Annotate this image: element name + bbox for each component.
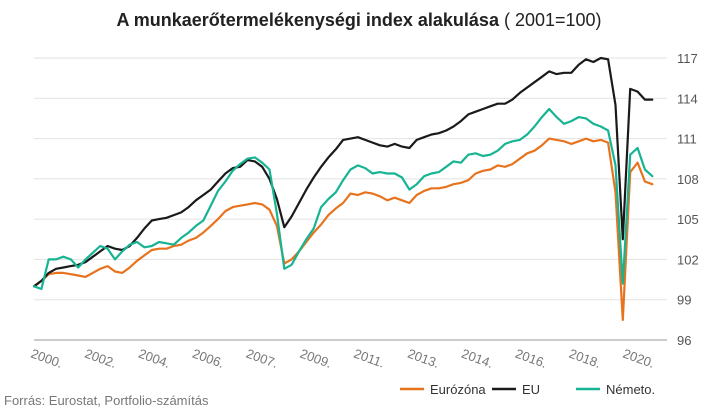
y-tick-label: 102 <box>677 252 699 267</box>
y-tick-label: 114 <box>677 91 698 106</box>
x-tick-label: 2004. <box>137 346 173 371</box>
y-tick-label: 117 <box>677 51 698 66</box>
y-axis: 96 99 102 105 108 111 114 117 <box>677 51 699 348</box>
grid-layer <box>34 57 667 341</box>
legend-label-eu: EU <box>522 382 540 397</box>
series-layer <box>32 56 654 321</box>
chart-title: A munkaerőtermelékenységi index alakulás… <box>0 10 718 31</box>
x-tick-label: 2011. <box>352 346 387 371</box>
legend: Eurózóna EU Németo. <box>400 382 655 397</box>
x-tick-label: 2009. <box>298 346 334 371</box>
series-line-n-meto <box>32 107 654 291</box>
y-tick-label: 111 <box>677 132 697 147</box>
x-tick-label: 2007. <box>244 346 280 371</box>
x-tick-label: 2014. <box>460 346 496 371</box>
legend-label-n-meto: Németo. <box>606 382 655 397</box>
y-tick-label: 96 <box>677 333 691 348</box>
chart-title-rest: ( 2001=100) <box>498 10 602 30</box>
series-line-eu <box>32 56 654 288</box>
source-note: Forrás: Eurostat, Portfolio-számítás <box>4 393 209 408</box>
x-axis: 2000. 2002. 2004. 2006. 2007. 2009. 2011. 2013.… <box>29 346 657 371</box>
y-tick-label: 108 <box>677 172 699 187</box>
x-tick-label: 2000. <box>29 346 65 371</box>
x-tick-label: 2016. <box>513 346 549 371</box>
series-line-eur-z-na <box>32 137 654 321</box>
x-tick-label: 2013. <box>406 346 442 371</box>
x-tick-label: 2006. <box>190 346 226 371</box>
x-tick-label: 2018. <box>567 346 603 371</box>
legend-label-eur-z-na: Eurózóna <box>430 382 486 397</box>
x-tick-label: 2020. <box>621 346 657 371</box>
y-tick-label: 105 <box>677 212 699 227</box>
x-tick-label: 2002. <box>83 346 119 371</box>
y-tick-label: 99 <box>677 293 691 308</box>
chart-title-bold: A munkaerőtermelékenységi index alakulás… <box>116 10 499 30</box>
